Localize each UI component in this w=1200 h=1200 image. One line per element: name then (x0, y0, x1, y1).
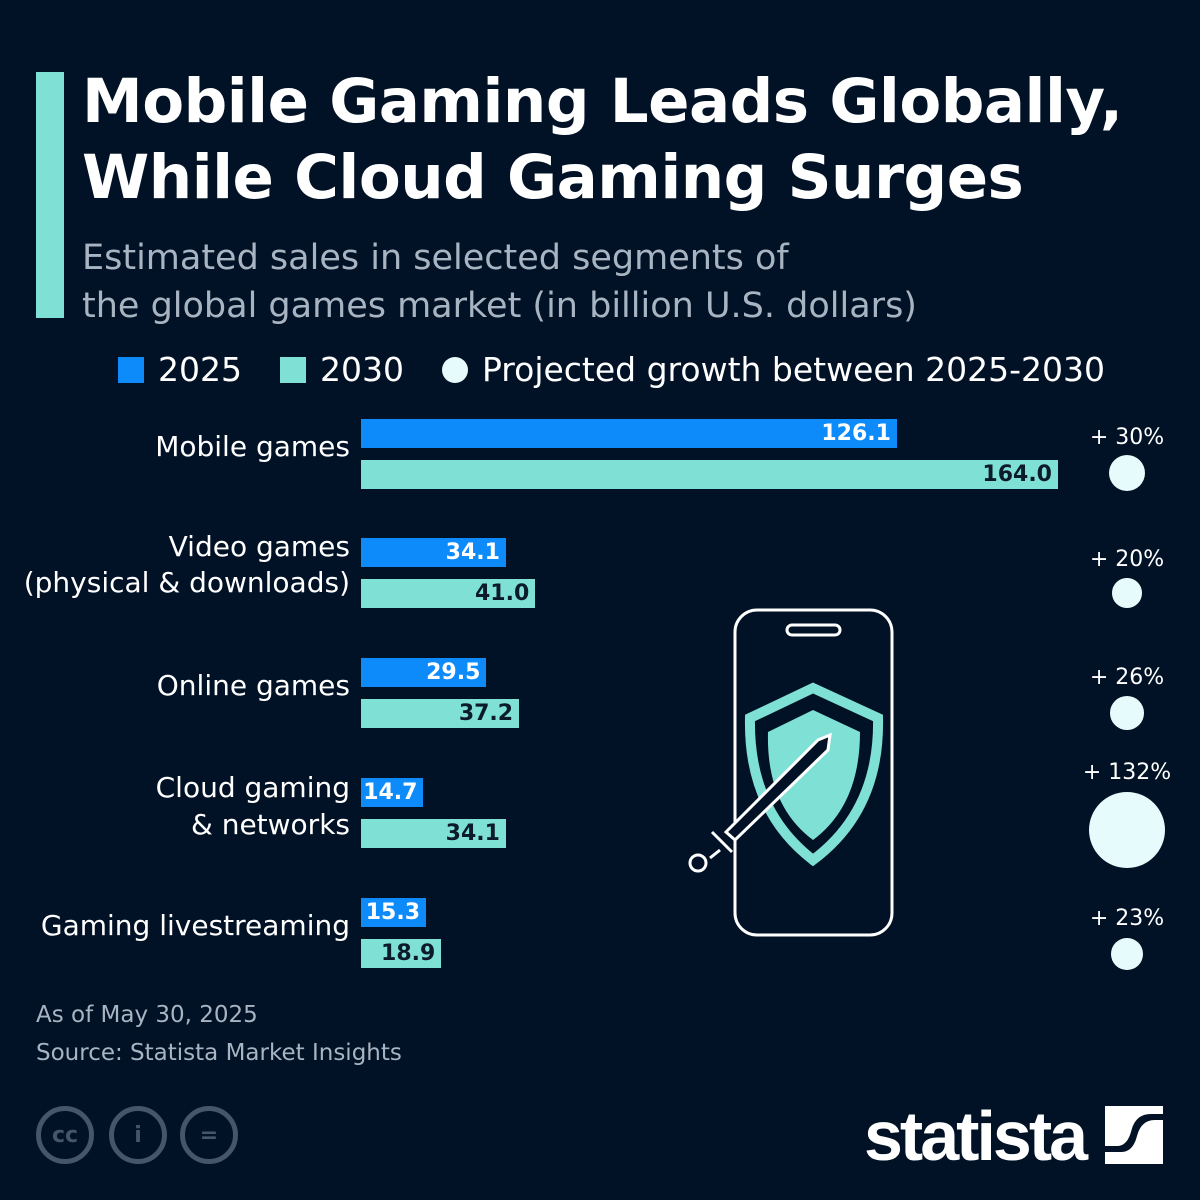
category-label: Cloud gaming (155, 771, 350, 804)
category-label: (physical & downloads) (23, 566, 350, 599)
title-accent-bar (36, 72, 64, 318)
cc-by-icon[interactable]: i (109, 1106, 167, 1164)
bar-2025: 15.3 (361, 898, 427, 927)
category-label: Mobile games (155, 430, 350, 463)
growth-circle (1110, 696, 1144, 730)
growth-label: + 132% (1082, 760, 1172, 785)
category-label: & networks (190, 808, 350, 841)
legend-item-2030: 2030 (279, 350, 404, 389)
bar-value-label: 164.0 (982, 462, 1052, 487)
title-line-2: While Cloud Gaming Surges (82, 142, 1024, 213)
chart-subtitle: Estimated sales in selected segments of … (82, 234, 982, 330)
bar-2030: 41.0 (361, 579, 536, 608)
bar-2030: 34.1 (361, 819, 506, 848)
category-label: Online games (156, 669, 350, 702)
legend-label-growth: Projected growth between 2025-2030 (481, 350, 1105, 389)
legend-dot-growth (441, 356, 468, 383)
growth-label: + 20% (1089, 547, 1165, 572)
cc-nd-icon[interactable]: = (180, 1106, 238, 1164)
bar-2025: 29.5 (361, 658, 487, 687)
source-note: Source: Statista Market Insights (36, 1040, 402, 1066)
legend-item-2025: 2025 (118, 350, 242, 389)
bar-2025: 14.7 (361, 778, 424, 807)
growth-label: + 23% (1089, 906, 1165, 931)
bar-2030: 164.0 (361, 460, 1058, 489)
growth-circle (1089, 792, 1165, 868)
bar-value-label: 126.1 (821, 421, 891, 446)
subtitle-line-2: the global games market (in billion U.S.… (82, 286, 917, 326)
growth-label: + 30% (1089, 425, 1165, 450)
statista-logo-mark-icon (1105, 1106, 1163, 1164)
bar-value-label: 15.3 (365, 900, 421, 925)
legend-label-2025: 2025 (158, 350, 242, 389)
cc-license-icon[interactable]: cc (36, 1106, 94, 1164)
bar-2025: 126.1 (361, 419, 897, 448)
bar-2030: 37.2 (361, 699, 520, 728)
bar-2030: 18.9 (361, 939, 442, 968)
legend: 2025 2030 Projected growth between 2025-… (118, 350, 1143, 389)
legend-swatch-2030 (279, 356, 306, 383)
bar-value-label: 37.2 (458, 701, 514, 726)
growth-label: + 26% (1089, 665, 1165, 690)
subtitle-line-1: Estimated sales in selected segments of (82, 238, 789, 278)
title-line-1: Mobile Gaming Leads Globally, (82, 66, 1123, 137)
bar-value-label: 34.1 (445, 540, 500, 565)
legend-label-2030: 2030 (319, 350, 404, 389)
growth-circle (1108, 454, 1146, 492)
date-note: As of May 30, 2025 (36, 1002, 258, 1028)
category-label: Video games (168, 530, 350, 563)
growth-circle (1111, 938, 1143, 970)
bar-value-label: 29.5 (426, 660, 481, 685)
legend-swatch-2025 (118, 356, 144, 383)
chart-title: Mobile Gaming Leads Globally, While Clou… (82, 64, 1123, 216)
phone-shield-sword-icon (688, 608, 894, 937)
legend-item-growth: Projected growth between 2025-2030 (441, 350, 1105, 389)
bar-value-label: 18.9 (381, 941, 436, 966)
bar-value-label: 41.0 (474, 581, 530, 606)
growth-circle (1112, 578, 1142, 608)
bar-value-label: 34.1 (445, 821, 500, 846)
bar-value-label: 14.7 (363, 780, 418, 805)
bar-2025: 34.1 (361, 538, 506, 567)
statista-logo[interactable]: statista (864, 1097, 1088, 1175)
category-label: Gaming livestreaming (40, 909, 350, 942)
